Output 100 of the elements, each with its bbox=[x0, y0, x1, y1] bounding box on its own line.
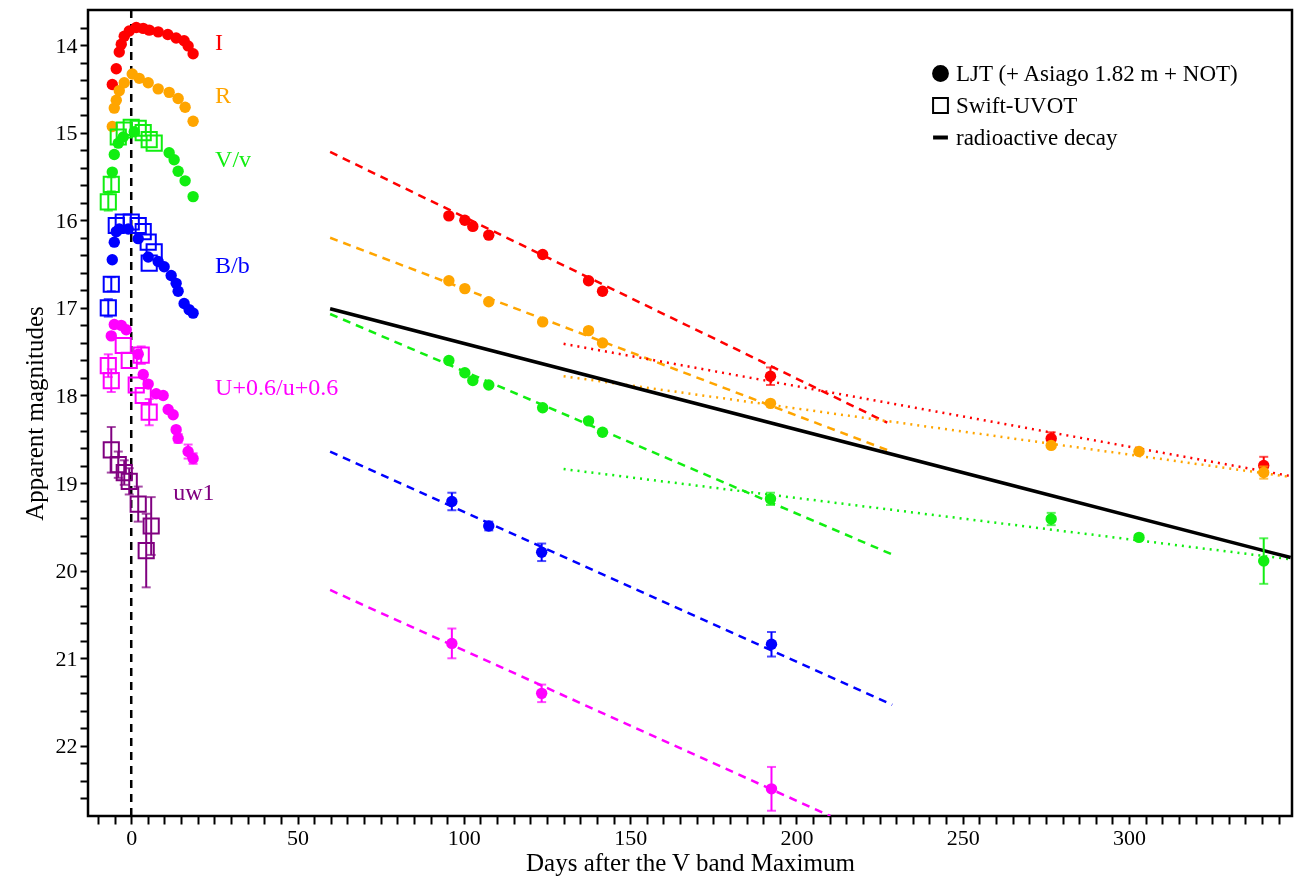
point bbox=[467, 374, 479, 387]
point bbox=[535, 687, 548, 700]
point bbox=[120, 324, 132, 336]
point bbox=[483, 229, 495, 241]
point bbox=[535, 546, 548, 558]
point bbox=[110, 94, 122, 106]
point bbox=[105, 330, 117, 342]
x-tick-label: 300 bbox=[1113, 824, 1147, 850]
point bbox=[446, 637, 458, 650]
y-tick-label: 17 bbox=[55, 295, 78, 321]
point bbox=[109, 456, 127, 474]
y-tick-label: 16 bbox=[55, 207, 78, 233]
series-label: V/v bbox=[215, 145, 252, 172]
point bbox=[165, 269, 177, 282]
point bbox=[163, 86, 175, 99]
point bbox=[459, 367, 471, 379]
point bbox=[187, 307, 199, 319]
annotation: LJT (+ Asiago 1.82 m + NOT) bbox=[956, 60, 1238, 86]
point bbox=[134, 223, 152, 241]
annotation: Swift-UVOT bbox=[956, 92, 1078, 118]
point bbox=[99, 357, 117, 375]
point bbox=[157, 389, 169, 402]
point bbox=[765, 783, 778, 795]
point bbox=[114, 336, 132, 355]
point bbox=[536, 248, 549, 261]
point bbox=[99, 299, 117, 317]
series-label: U+0.6/u+0.6 bbox=[215, 374, 339, 400]
point bbox=[172, 92, 184, 105]
point bbox=[102, 441, 120, 459]
point bbox=[118, 77, 130, 89]
point bbox=[142, 517, 160, 535]
y-tick-label: 15 bbox=[55, 120, 78, 146]
point bbox=[108, 236, 120, 248]
point bbox=[152, 83, 164, 95]
point bbox=[582, 415, 595, 427]
y-tick-label: 20 bbox=[55, 558, 78, 584]
point bbox=[443, 275, 455, 287]
point bbox=[765, 638, 778, 650]
point bbox=[102, 372, 120, 390]
point bbox=[446, 495, 458, 508]
x-tick-label: 100 bbox=[447, 824, 481, 850]
series-label: R bbox=[215, 82, 232, 109]
point bbox=[109, 128, 127, 146]
point bbox=[596, 426, 609, 438]
point bbox=[582, 275, 595, 287]
point bbox=[152, 26, 164, 38]
point bbox=[764, 370, 777, 382]
x-axis-title: Days after the V band Maximum bbox=[526, 848, 856, 876]
point bbox=[1133, 445, 1145, 458]
point bbox=[483, 379, 495, 391]
y-tick-label: 22 bbox=[55, 733, 78, 759]
point bbox=[120, 351, 138, 370]
point bbox=[145, 243, 163, 261]
point bbox=[467, 220, 479, 233]
point bbox=[764, 397, 777, 410]
point bbox=[187, 115, 199, 127]
point bbox=[140, 403, 158, 421]
series-label: B/b bbox=[215, 252, 250, 279]
point bbox=[132, 346, 150, 364]
point bbox=[140, 131, 158, 149]
point bbox=[536, 402, 549, 414]
y-tick-label: 14 bbox=[55, 32, 78, 58]
point bbox=[167, 409, 179, 421]
point bbox=[158, 261, 170, 273]
point bbox=[145, 134, 163, 152]
point bbox=[137, 541, 155, 560]
point bbox=[120, 472, 138, 490]
point bbox=[536, 316, 549, 328]
point bbox=[133, 72, 145, 85]
point bbox=[596, 337, 609, 349]
point bbox=[140, 254, 158, 272]
point bbox=[102, 275, 120, 293]
point bbox=[134, 386, 152, 405]
point bbox=[115, 121, 133, 139]
point bbox=[1133, 531, 1145, 544]
point bbox=[106, 254, 118, 266]
point bbox=[443, 354, 455, 367]
point bbox=[582, 324, 595, 337]
point bbox=[179, 175, 191, 187]
series-label: uw1 bbox=[173, 478, 215, 505]
point bbox=[110, 63, 122, 75]
point bbox=[129, 495, 147, 513]
y-tick-label: 19 bbox=[55, 470, 78, 496]
point bbox=[187, 190, 199, 203]
x-tick-label: 250 bbox=[946, 824, 980, 850]
y-tick-label: 18 bbox=[55, 382, 78, 408]
point bbox=[139, 233, 157, 251]
point bbox=[168, 154, 180, 166]
point bbox=[179, 101, 191, 113]
point bbox=[596, 285, 609, 297]
x-tick-label: 50 bbox=[287, 824, 310, 850]
point bbox=[129, 216, 147, 235]
y-axis-title: Apparent magnitudes bbox=[20, 306, 48, 521]
point bbox=[443, 210, 455, 222]
x-tick-label: 0 bbox=[126, 824, 138, 850]
point bbox=[134, 124, 152, 142]
x-tick-label: 200 bbox=[780, 824, 814, 850]
point bbox=[122, 213, 140, 231]
x-tick-label: 150 bbox=[614, 824, 648, 850]
point bbox=[122, 118, 140, 136]
